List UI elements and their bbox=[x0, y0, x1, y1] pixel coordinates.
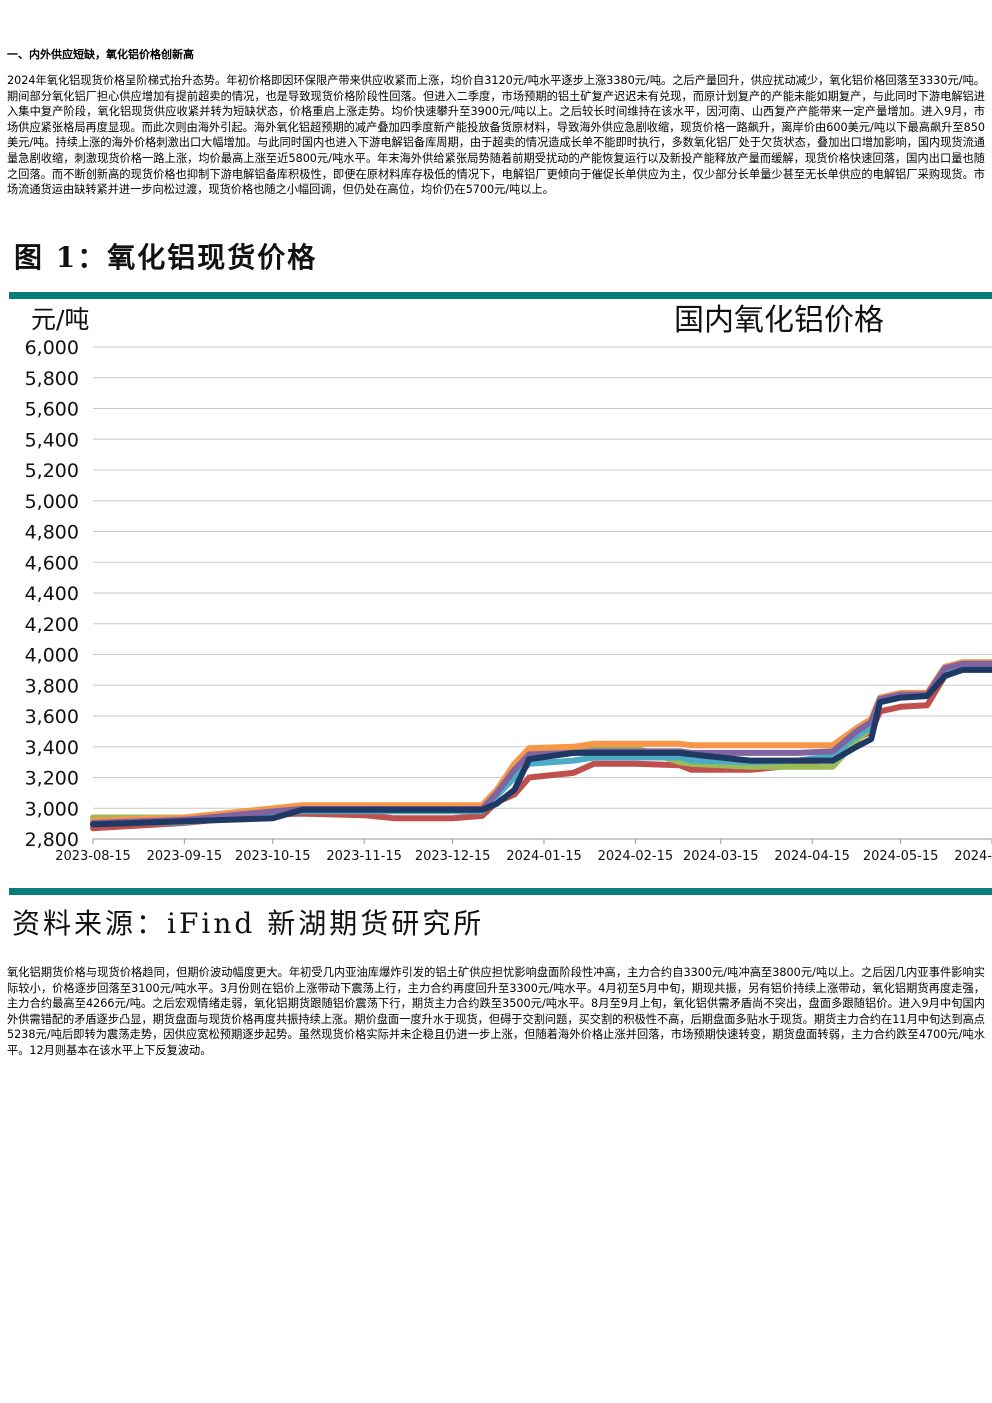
paragraph-spot-price: 2024年氧化铝现货价格呈阶梯式抬升态势。年初价格即因环保限产带来供应收紧而上涨… bbox=[7, 74, 985, 197]
series-line-6 bbox=[90, 666, 992, 828]
y-tick-label: 5,800 bbox=[25, 368, 79, 390]
y-tick-label: 4,000 bbox=[25, 645, 79, 667]
y-tick-label: 3,200 bbox=[25, 768, 79, 790]
x-tick-label: 2023-09-15 bbox=[147, 849, 223, 864]
series-line-2 bbox=[90, 662, 992, 821]
x-tick-label: 2023-11-15 bbox=[326, 849, 402, 864]
y-tick-label: 2,800 bbox=[25, 829, 79, 851]
chart-gridlines bbox=[93, 346, 992, 840]
y-tick-label: 5,000 bbox=[25, 491, 79, 513]
x-tick-label: 2024-03-15 bbox=[683, 849, 759, 864]
chart-series-group bbox=[90, 659, 992, 832]
x-tick-label: 2023-08-15 bbox=[55, 849, 131, 864]
y-tick-label: 4,200 bbox=[25, 614, 79, 636]
chart-title: 国内氧化铝价格 bbox=[674, 303, 884, 338]
x-tick-label: 2024-05-15 bbox=[863, 849, 939, 864]
x-tick-label: 2023-10-15 bbox=[235, 849, 311, 864]
figure-rule-bottom bbox=[9, 888, 992, 895]
x-tick-label: 2024-06-15 bbox=[954, 849, 992, 864]
alumina-price-chart: 2,800 3,000 3,200 3,400 3,600 3,800 4,000 4,200… bbox=[9, 299, 992, 881]
y-tick-label: 3,600 bbox=[25, 706, 79, 728]
y-tick-label: 3,800 bbox=[25, 675, 79, 697]
figure-title: 图 1：氧化铝现货价格 bbox=[14, 241, 318, 274]
chart-svg: 2,800 3,000 3,200 3,400 3,600 3,800 4,000 4,200… bbox=[25, 303, 992, 864]
y-tick-label: 5,200 bbox=[25, 460, 79, 482]
y-tick-label: 6,000 bbox=[25, 337, 79, 359]
chart-axes: 2,800 3,000 3,200 3,400 3,600 3,800 4,000 4,200… bbox=[25, 337, 992, 864]
y-tick-label: 4,800 bbox=[25, 522, 79, 544]
y-tick-label: 3,400 bbox=[25, 737, 79, 759]
figure-rule-top bbox=[9, 292, 992, 299]
y-tick-label: 5,600 bbox=[25, 399, 79, 421]
x-tick-label: 2024-04-15 bbox=[774, 849, 850, 864]
x-tick-label: 2023-12-15 bbox=[415, 849, 491, 864]
x-tick-label: 2024-02-15 bbox=[598, 849, 674, 864]
paragraph-futures-price: 氧化铝期货价格与现货价格趋同，但期价波动幅度更大。年初受几内亚油库爆炸引发的铝土… bbox=[7, 966, 985, 1057]
section-heading: 一、内外供应短缺，氧化铝价格创新高 bbox=[7, 48, 194, 61]
y-tick-label: 4,400 bbox=[25, 583, 79, 605]
y-tick-label: 3,000 bbox=[25, 798, 79, 820]
y-tick-label: 5,400 bbox=[25, 429, 79, 451]
figure-source: 资料来源：iFind 新湖期货研究所 bbox=[12, 907, 485, 940]
chart-ylabel: 元/吨 bbox=[31, 305, 89, 334]
x-tick-label: 2024-01-15 bbox=[506, 849, 582, 864]
series-line-1 bbox=[90, 665, 992, 832]
y-tick-label: 4,600 bbox=[25, 552, 79, 574]
